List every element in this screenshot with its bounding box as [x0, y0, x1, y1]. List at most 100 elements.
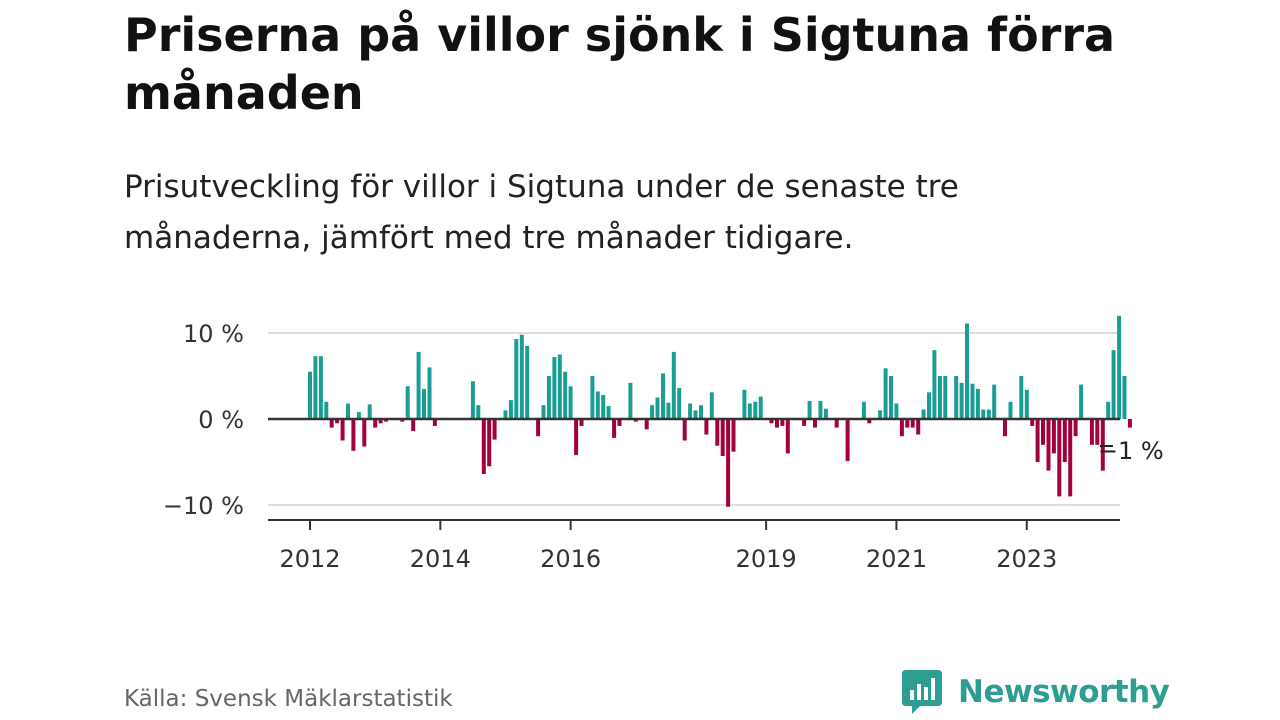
- bar: [1051, 419, 1056, 454]
- bar: [400, 419, 405, 422]
- y-tick-label: −10 %: [163, 492, 244, 520]
- bar: [927, 392, 931, 419]
- bar: [503, 410, 508, 419]
- bar: [514, 339, 519, 419]
- bar: [373, 419, 378, 428]
- bar: [432, 419, 437, 426]
- bar: [720, 419, 725, 456]
- grid-lines: [268, 332, 1120, 506]
- bar: [671, 351, 676, 419]
- bar: [1003, 419, 1007, 437]
- bar: [726, 419, 731, 507]
- chart-title: Priserna på villor sjönk i Sigtuna förra…: [124, 8, 1116, 120]
- bar: [508, 400, 513, 419]
- x-tick-label: 2021: [866, 545, 927, 573]
- bar: [313, 356, 318, 419]
- bar: [1089, 419, 1094, 445]
- bar: [1030, 419, 1035, 426]
- bar: [899, 419, 904, 437]
- bar: [1035, 419, 1040, 462]
- bar: [943, 376, 948, 419]
- bar: [992, 384, 997, 419]
- bar: [612, 419, 617, 438]
- y-tick-label: 10 %: [183, 320, 244, 348]
- bar: [422, 388, 426, 419]
- bar: [1046, 419, 1051, 471]
- bar: [552, 357, 557, 419]
- x-tick-label: 2014: [410, 545, 471, 573]
- bar: [932, 350, 937, 419]
- bar: [536, 419, 541, 437]
- bar: [1057, 419, 1062, 497]
- bar: [975, 388, 980, 419]
- bar: [802, 419, 807, 426]
- bar: [650, 405, 655, 419]
- bar: [351, 419, 356, 451]
- bar: [715, 419, 720, 446]
- bar: [579, 419, 584, 426]
- bar: [986, 409, 991, 419]
- bar: [1111, 350, 1116, 419]
- bar: [883, 368, 888, 419]
- bar: [775, 419, 779, 428]
- bar: [546, 376, 551, 419]
- bar: [574, 419, 579, 456]
- bar: [346, 403, 350, 419]
- newsworthy-logo: Newsworthy: [900, 668, 1170, 716]
- bar: [1122, 376, 1127, 419]
- bar: [601, 394, 606, 419]
- bar: [1062, 419, 1067, 462]
- bar: [959, 382, 964, 419]
- bar: [595, 391, 600, 419]
- source-note: Källa: Svensk Mäklarstatistik: [124, 686, 453, 712]
- bar: [965, 323, 969, 419]
- bar: [731, 419, 736, 452]
- bar: [427, 367, 432, 419]
- bar: [476, 405, 481, 419]
- bar: [411, 419, 416, 431]
- bar: [487, 419, 492, 467]
- bar: [867, 419, 872, 424]
- bar: [699, 405, 703, 419]
- bar: [384, 419, 388, 422]
- bar: [823, 408, 828, 419]
- x-tick-label: 2012: [279, 545, 340, 573]
- bar: [769, 419, 774, 424]
- bar: [318, 356, 323, 419]
- bar: [937, 376, 942, 419]
- bar: [563, 371, 568, 419]
- bar: [753, 401, 758, 419]
- bar: [329, 419, 334, 428]
- bar: [378, 419, 383, 424]
- bar: [981, 409, 986, 419]
- bar: [367, 404, 372, 419]
- bar: [308, 371, 312, 419]
- bar: [541, 405, 546, 419]
- bar: [633, 419, 638, 422]
- bar: [861, 401, 866, 419]
- bar: [1117, 315, 1122, 419]
- bar: [525, 345, 530, 419]
- x-tick-label: 2016: [540, 545, 601, 573]
- bar: [628, 382, 633, 419]
- bar: [742, 389, 747, 419]
- bar: [785, 419, 790, 454]
- bar: [666, 402, 671, 419]
- y-tick-label: 0 %: [198, 406, 244, 434]
- bar: [894, 403, 899, 419]
- bar: [557, 354, 562, 419]
- bar: [1079, 384, 1084, 419]
- bar: [405, 386, 410, 419]
- bar: [709, 392, 714, 419]
- bar: [889, 376, 893, 419]
- bar: [970, 383, 975, 419]
- bar: [1100, 419, 1105, 471]
- bar-series: [308, 315, 1132, 507]
- bar: [1041, 419, 1045, 445]
- bar: [1106, 401, 1111, 419]
- bar: [688, 403, 693, 419]
- bar: [677, 388, 682, 419]
- bar: [1008, 401, 1013, 419]
- bar: [644, 419, 649, 430]
